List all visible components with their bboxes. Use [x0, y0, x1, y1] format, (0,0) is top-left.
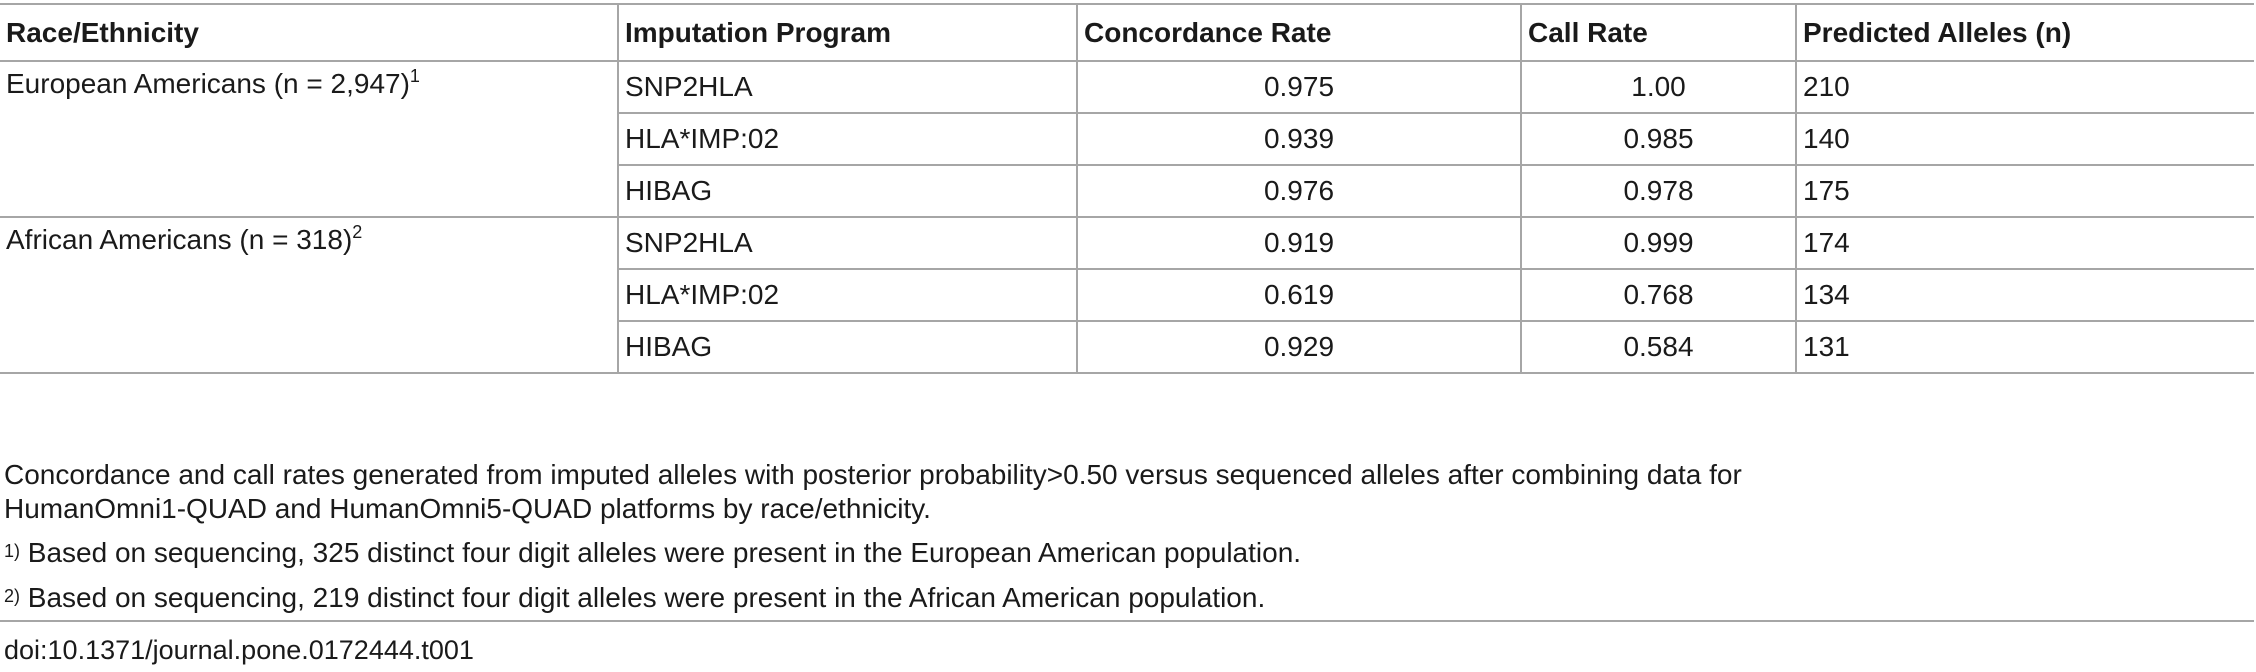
- alleles-cell: 174: [1795, 217, 2254, 270]
- call-rate-cell: 0.985: [1520, 113, 1796, 166]
- call-rate-cell: 0.978: [1520, 165, 1796, 218]
- table-row: HIBAG 0.929 0.584 131: [0, 321, 2254, 374]
- table-row: HIBAG 0.976 0.978 175: [0, 165, 2254, 218]
- alleles-cell: 210: [1795, 61, 2254, 114]
- header-row: Race/Ethnicity Imputation Program Concor…: [0, 3, 2254, 62]
- program-cell: SNP2HLA: [617, 217, 1077, 270]
- footnote-1-marker: 1): [4, 541, 21, 561]
- program-cell: SNP2HLA: [617, 61, 1077, 114]
- call-rate-cell: 0.999: [1520, 217, 1796, 270]
- program-cell: HLA*IMP:02: [617, 269, 1077, 322]
- group-label-african: African Americans (n = 318)2: [0, 217, 618, 374]
- doi-link[interactable]: doi:10.1371/journal.pone.0172444.t001: [4, 635, 474, 665]
- concordance-cell: 0.976: [1076, 165, 1521, 218]
- program-cell: HLA*IMP:02: [617, 113, 1077, 166]
- table-row: African Americans (n = 318)2 SNP2HLA 0.9…: [0, 217, 2254, 374]
- footnote-1-text: Based on sequencing, 325 distinct four d…: [20, 537, 1302, 568]
- concordance-cell: 0.929: [1076, 321, 1521, 374]
- table-row: HLA*IMP:02 0.939 0.985 140: [0, 113, 2254, 166]
- table-note-line2: HumanOmni1-QUAD and HumanOmni5-QUAD plat…: [4, 493, 931, 524]
- call-rate-cell: 0.584: [1520, 321, 1796, 374]
- call-rate-cell: 0.768: [1520, 269, 1796, 322]
- group-label-text: African Americans (n = 318): [6, 224, 353, 255]
- concordance-cell: 0.939: [1076, 113, 1521, 166]
- concordance-cell: 0.919: [1076, 217, 1521, 270]
- footnote-2-text: Based on sequencing, 219 distinct four d…: [20, 582, 1266, 613]
- alleles-cell: 140: [1795, 113, 2254, 166]
- alleles-cell: 175: [1795, 165, 2254, 218]
- alleles-cell: 131: [1795, 321, 2254, 374]
- doi-divider: [0, 620, 2254, 622]
- call-rate-cell: 1.00: [1520, 61, 1796, 114]
- group-label-text: European Americans (n = 2,947): [6, 68, 410, 99]
- concordance-cell: 0.619: [1076, 269, 1521, 322]
- header-concordance-rate: Concordance Rate: [1076, 3, 1521, 62]
- footnote-1: 1) Based on sequencing, 325 distinct fou…: [4, 536, 1301, 570]
- header-imputation-program: Imputation Program: [617, 3, 1077, 62]
- table-row: HLA*IMP:02 0.619 0.768 134: [0, 269, 2254, 322]
- concordance-cell: 0.975: [1076, 61, 1521, 114]
- table-row: European Americans (n = 2,947)1 SNP2HLA …: [0, 61, 2254, 218]
- program-cell: HIBAG: [617, 321, 1077, 374]
- header-predicted-alleles: Predicted Alleles (n): [1795, 3, 2254, 62]
- footnote-ref-2: 2: [352, 222, 363, 242]
- group-label-european: European Americans (n = 2,947)1: [0, 61, 618, 218]
- footnote-ref-1: 1: [409, 66, 420, 86]
- footnote-2: 2) Based on sequencing, 219 distinct fou…: [4, 581, 1265, 615]
- table-note-line1: Concordance and call rates generated fro…: [4, 459, 1742, 490]
- alleles-cell: 134: [1795, 269, 2254, 322]
- program-cell: HIBAG: [617, 165, 1077, 218]
- data-table: Race/Ethnicity Imputation Program Concor…: [0, 3, 2254, 374]
- header-race-ethnicity: Race/Ethnicity: [0, 3, 618, 62]
- footnote-2-marker: 2): [4, 586, 21, 606]
- header-call-rate: Call Rate: [1520, 3, 1796, 62]
